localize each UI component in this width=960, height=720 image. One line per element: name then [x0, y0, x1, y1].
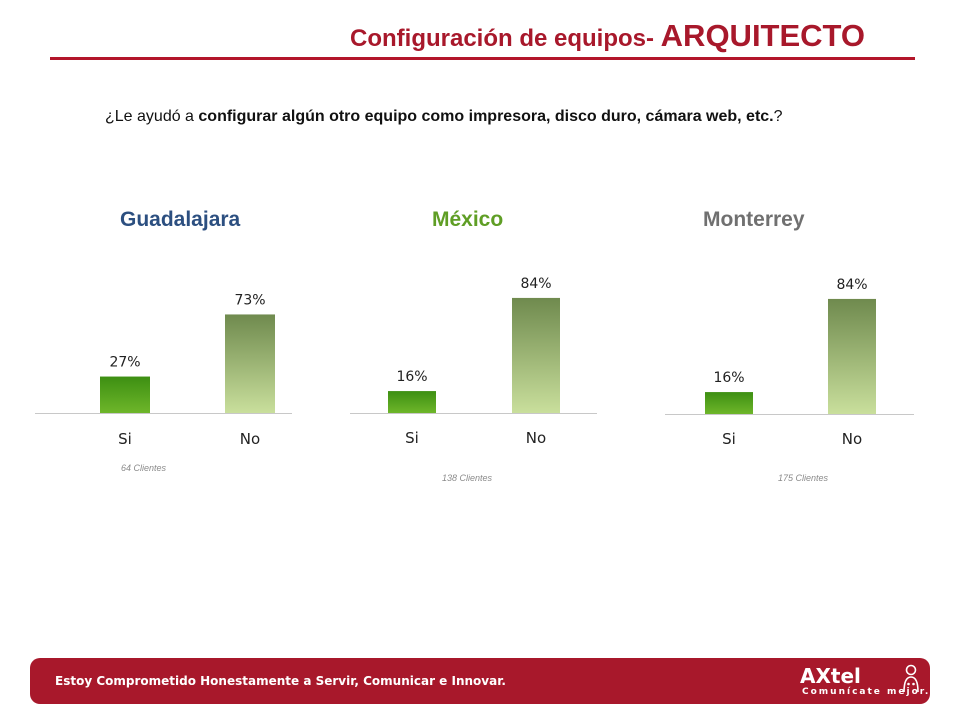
client-count-monterrey: 175 Clientes — [778, 473, 829, 483]
footer-banner: Estoy Comprometido Honestamente a Servir… — [30, 658, 930, 704]
chart-monterrey: Monterrey 16% Si 84% No 175 Clientes — [665, 200, 960, 500]
question-bold: configurar algún otro equipo como impres… — [198, 108, 774, 125]
category-label-si: Si — [405, 429, 419, 447]
footer-slogan: Estoy Comprometido Honestamente a Servir… — [55, 674, 506, 688]
data-label-no: 73% — [234, 292, 265, 308]
bar-no — [225, 314, 275, 413]
question-lead: ¿Le ayudó a — [105, 108, 199, 125]
data-label-si: 16% — [713, 370, 744, 386]
bar-no — [512, 297, 560, 413]
category-label-si: Si — [118, 430, 132, 448]
survey-question: ¿Le ayudó a configurar algún otro equipo… — [105, 108, 783, 126]
bar-no — [828, 298, 876, 414]
logo-wordmark: AXtel — [800, 664, 861, 688]
category-label-no: No — [526, 429, 546, 447]
chart-title-monterrey: Monterrey — [703, 208, 805, 231]
bar-si — [388, 391, 436, 413]
bar-chart-mexico: 16% Si 84% No — [350, 276, 597, 447]
question-trail: ? — [773, 108, 783, 125]
bar-chart-guadalajara: 27% Si 73% No — [35, 292, 292, 448]
client-count-mexico: 138 Clientes — [442, 473, 493, 483]
bar-si — [100, 376, 150, 413]
bar-si — [705, 392, 753, 414]
axtel-logo: AXtel Comunícate mejor. — [800, 662, 928, 702]
bar-chart-monterrey: 16% Si 84% No — [665, 277, 914, 448]
client-count-guadalajara: 64 Clientes — [121, 463, 167, 473]
category-label-si: Si — [722, 430, 736, 448]
slide-title-prefix: Configuración de equipos- — [350, 25, 661, 52]
chart-title-guadalajara: Guadalajara — [120, 208, 241, 231]
category-label-no: No — [240, 430, 260, 448]
title-divider — [50, 57, 915, 60]
logo-tagline: Comunícate mejor. — [802, 687, 931, 697]
slide-title: Configuración de equipos- ARQUITECTO — [350, 18, 865, 54]
data-label-no: 84% — [836, 277, 867, 293]
chart-guadalajara: Guadalajara 27% Si 73% No 64 Clientes — [35, 200, 355, 500]
slide-title-emphasis: ARQUITECTO — [660, 18, 866, 53]
category-label-no: No — [842, 430, 862, 448]
data-label-si: 27% — [109, 355, 140, 371]
axtel-person-icon — [903, 664, 919, 693]
chart-title-mexico: México — [432, 208, 504, 231]
data-label-no: 84% — [520, 276, 551, 292]
chart-mexico: México 16% Si 84% No 138 Clientes — [350, 200, 670, 500]
data-label-si: 16% — [396, 369, 427, 385]
